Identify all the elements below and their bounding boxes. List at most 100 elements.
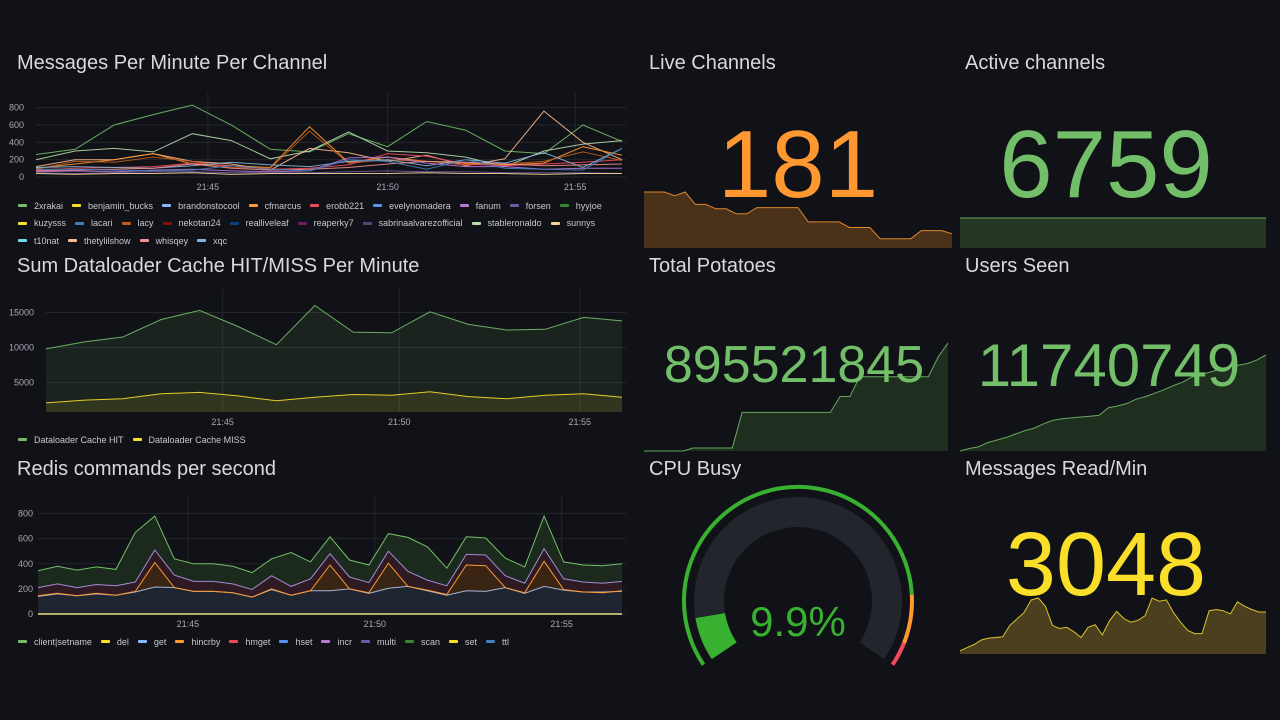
sparkline-line xyxy=(959,597,1266,652)
legend-item[interactable]: client|setname xyxy=(18,634,92,650)
legend-swatch xyxy=(162,221,172,225)
legend-label: lacy xyxy=(137,218,154,228)
legend-swatch xyxy=(18,221,27,225)
legend-swatch xyxy=(297,221,307,225)
legend-item[interactable]: t10nat xyxy=(18,233,59,249)
legend-item[interactable]: forsen xyxy=(509,198,551,214)
gauge-threshold-arc xyxy=(890,642,906,666)
legend-item[interactable]: kuzysss xyxy=(18,215,66,231)
series-line xyxy=(35,104,623,155)
legend-item[interactable]: 2xrakai xyxy=(18,198,63,214)
gauge-track xyxy=(694,497,902,660)
stat-value: 3048 xyxy=(1005,515,1207,615)
legend-item[interactable]: cfmarcus xyxy=(248,198,301,214)
legend-label: hyyjoe xyxy=(575,200,602,211)
legend-item[interactable]: sunnys xyxy=(550,215,595,231)
legend-label: multi xyxy=(376,636,396,647)
sparkline-area xyxy=(960,598,1266,654)
sparkline-line xyxy=(644,342,949,452)
x-tick-label: 21:50 xyxy=(376,182,399,192)
legend-item[interactable]: brandonstocool xyxy=(162,198,240,214)
legend-item[interactable]: evelynomadera xyxy=(373,198,451,214)
stat-value: 11740749 xyxy=(977,332,1241,399)
legend-swatch xyxy=(449,640,458,643)
panel-title: Total Potatoes xyxy=(649,255,776,277)
legend-item[interactable]: fanum xyxy=(459,198,501,214)
panel-title: Redis commands per second xyxy=(17,458,277,480)
legend-label: incr xyxy=(337,636,352,647)
series-line xyxy=(37,514,623,574)
legend-item[interactable]: benjamin_bucks xyxy=(72,198,153,214)
legend-item[interactable]: lacari xyxy=(75,215,113,231)
legend-item[interactable]: incr xyxy=(321,634,352,650)
legend-item[interactable]: scan xyxy=(404,634,440,650)
panel-title: Live Channels xyxy=(649,52,776,74)
legend-item[interactable]: del xyxy=(100,634,129,650)
legend-item[interactable]: set xyxy=(449,634,477,650)
x-tick-label: 21:45 xyxy=(177,619,200,629)
legend-item[interactable]: stableronaldo xyxy=(471,215,542,231)
legend-swatch xyxy=(248,204,258,207)
legend-item[interactable]: realliveleaf xyxy=(229,215,289,231)
legend-label: get xyxy=(153,636,167,647)
legend-swatch xyxy=(229,640,239,643)
legend-swatch xyxy=(321,640,331,643)
legend-swatch xyxy=(559,204,569,207)
sparkline-area xyxy=(960,218,1266,248)
legend-item[interactable]: hincrby xyxy=(175,634,220,650)
legend-swatch xyxy=(509,204,519,207)
legend-item[interactable]: erobb221 xyxy=(310,198,364,214)
legend-label: hset xyxy=(295,636,313,647)
legend-item[interactable]: Dataloader Cache MISS xyxy=(132,432,246,448)
total-potatoes-sparkline xyxy=(644,342,949,452)
x-tick-label: 21:50 xyxy=(388,417,411,427)
legend-item[interactable]: hmget xyxy=(229,634,270,650)
series-line xyxy=(35,170,623,175)
legend-item[interactable]: lacy xyxy=(121,215,154,231)
users-seen-sparkline xyxy=(959,354,1267,452)
legend-label: whisqey xyxy=(155,235,189,246)
legend-item[interactable]: thetylilshow xyxy=(68,233,131,249)
legend-label: brandonstocool xyxy=(178,200,240,211)
legend-item[interactable]: Dataloader Cache HIT xyxy=(18,432,124,448)
legend-swatch xyxy=(373,204,383,207)
legend-label: t10nat xyxy=(34,235,60,246)
live-channels-sparkline xyxy=(644,191,953,248)
legend-swatch xyxy=(360,640,370,643)
legend-swatch xyxy=(139,239,149,242)
legend-item[interactable]: whisqey xyxy=(139,233,189,249)
gauge-value-fill xyxy=(695,613,737,660)
legend-swatch xyxy=(550,221,560,225)
legend-label: lacari xyxy=(91,218,113,228)
legend-item[interactable]: get xyxy=(137,634,167,650)
panel-messages-per-minute: Messages Per Minute Per Channel 0 200 400 6… xyxy=(0,52,640,247)
legend-label: ttl xyxy=(502,636,510,647)
legend-label: hmget xyxy=(245,636,271,647)
legend-swatch xyxy=(459,204,469,207)
legend-item[interactable]: ttl xyxy=(486,634,509,650)
y-tick-label: 600 xyxy=(9,120,24,130)
x-tick-label: 21:50 xyxy=(364,619,387,629)
legend-label: nekotan24 xyxy=(178,218,221,228)
cpu-gauge xyxy=(681,484,914,666)
series-line xyxy=(35,160,623,172)
series-area xyxy=(46,391,622,412)
legend-item[interactable]: reaperky7 xyxy=(297,215,354,231)
stat-live-channels: Live Channels 181 xyxy=(640,52,956,250)
messages-read-sparkline xyxy=(959,597,1266,654)
legend-swatch xyxy=(162,204,172,207)
legend-label: del xyxy=(116,636,129,647)
legend-swatch xyxy=(175,640,185,643)
legend-item[interactable]: multi xyxy=(360,634,396,650)
legend-item[interactable]: nekotan24 xyxy=(162,215,221,231)
panel-title: CPU Busy xyxy=(649,458,742,480)
legend-item[interactable]: hset xyxy=(279,634,312,650)
gauge-threshold-arc xyxy=(681,484,914,666)
legend-item[interactable]: hyyjoe xyxy=(559,198,602,214)
active-channels-sparkline xyxy=(960,217,1266,248)
stat-total-potatoes: Total Potatoes 895521845 xyxy=(640,255,956,453)
legend-item[interactable]: xqc xyxy=(197,233,227,249)
sparkline-area xyxy=(644,192,952,248)
series-line xyxy=(35,130,623,170)
legend-item[interactable]: sabrinaalvarezofficial xyxy=(362,215,463,231)
